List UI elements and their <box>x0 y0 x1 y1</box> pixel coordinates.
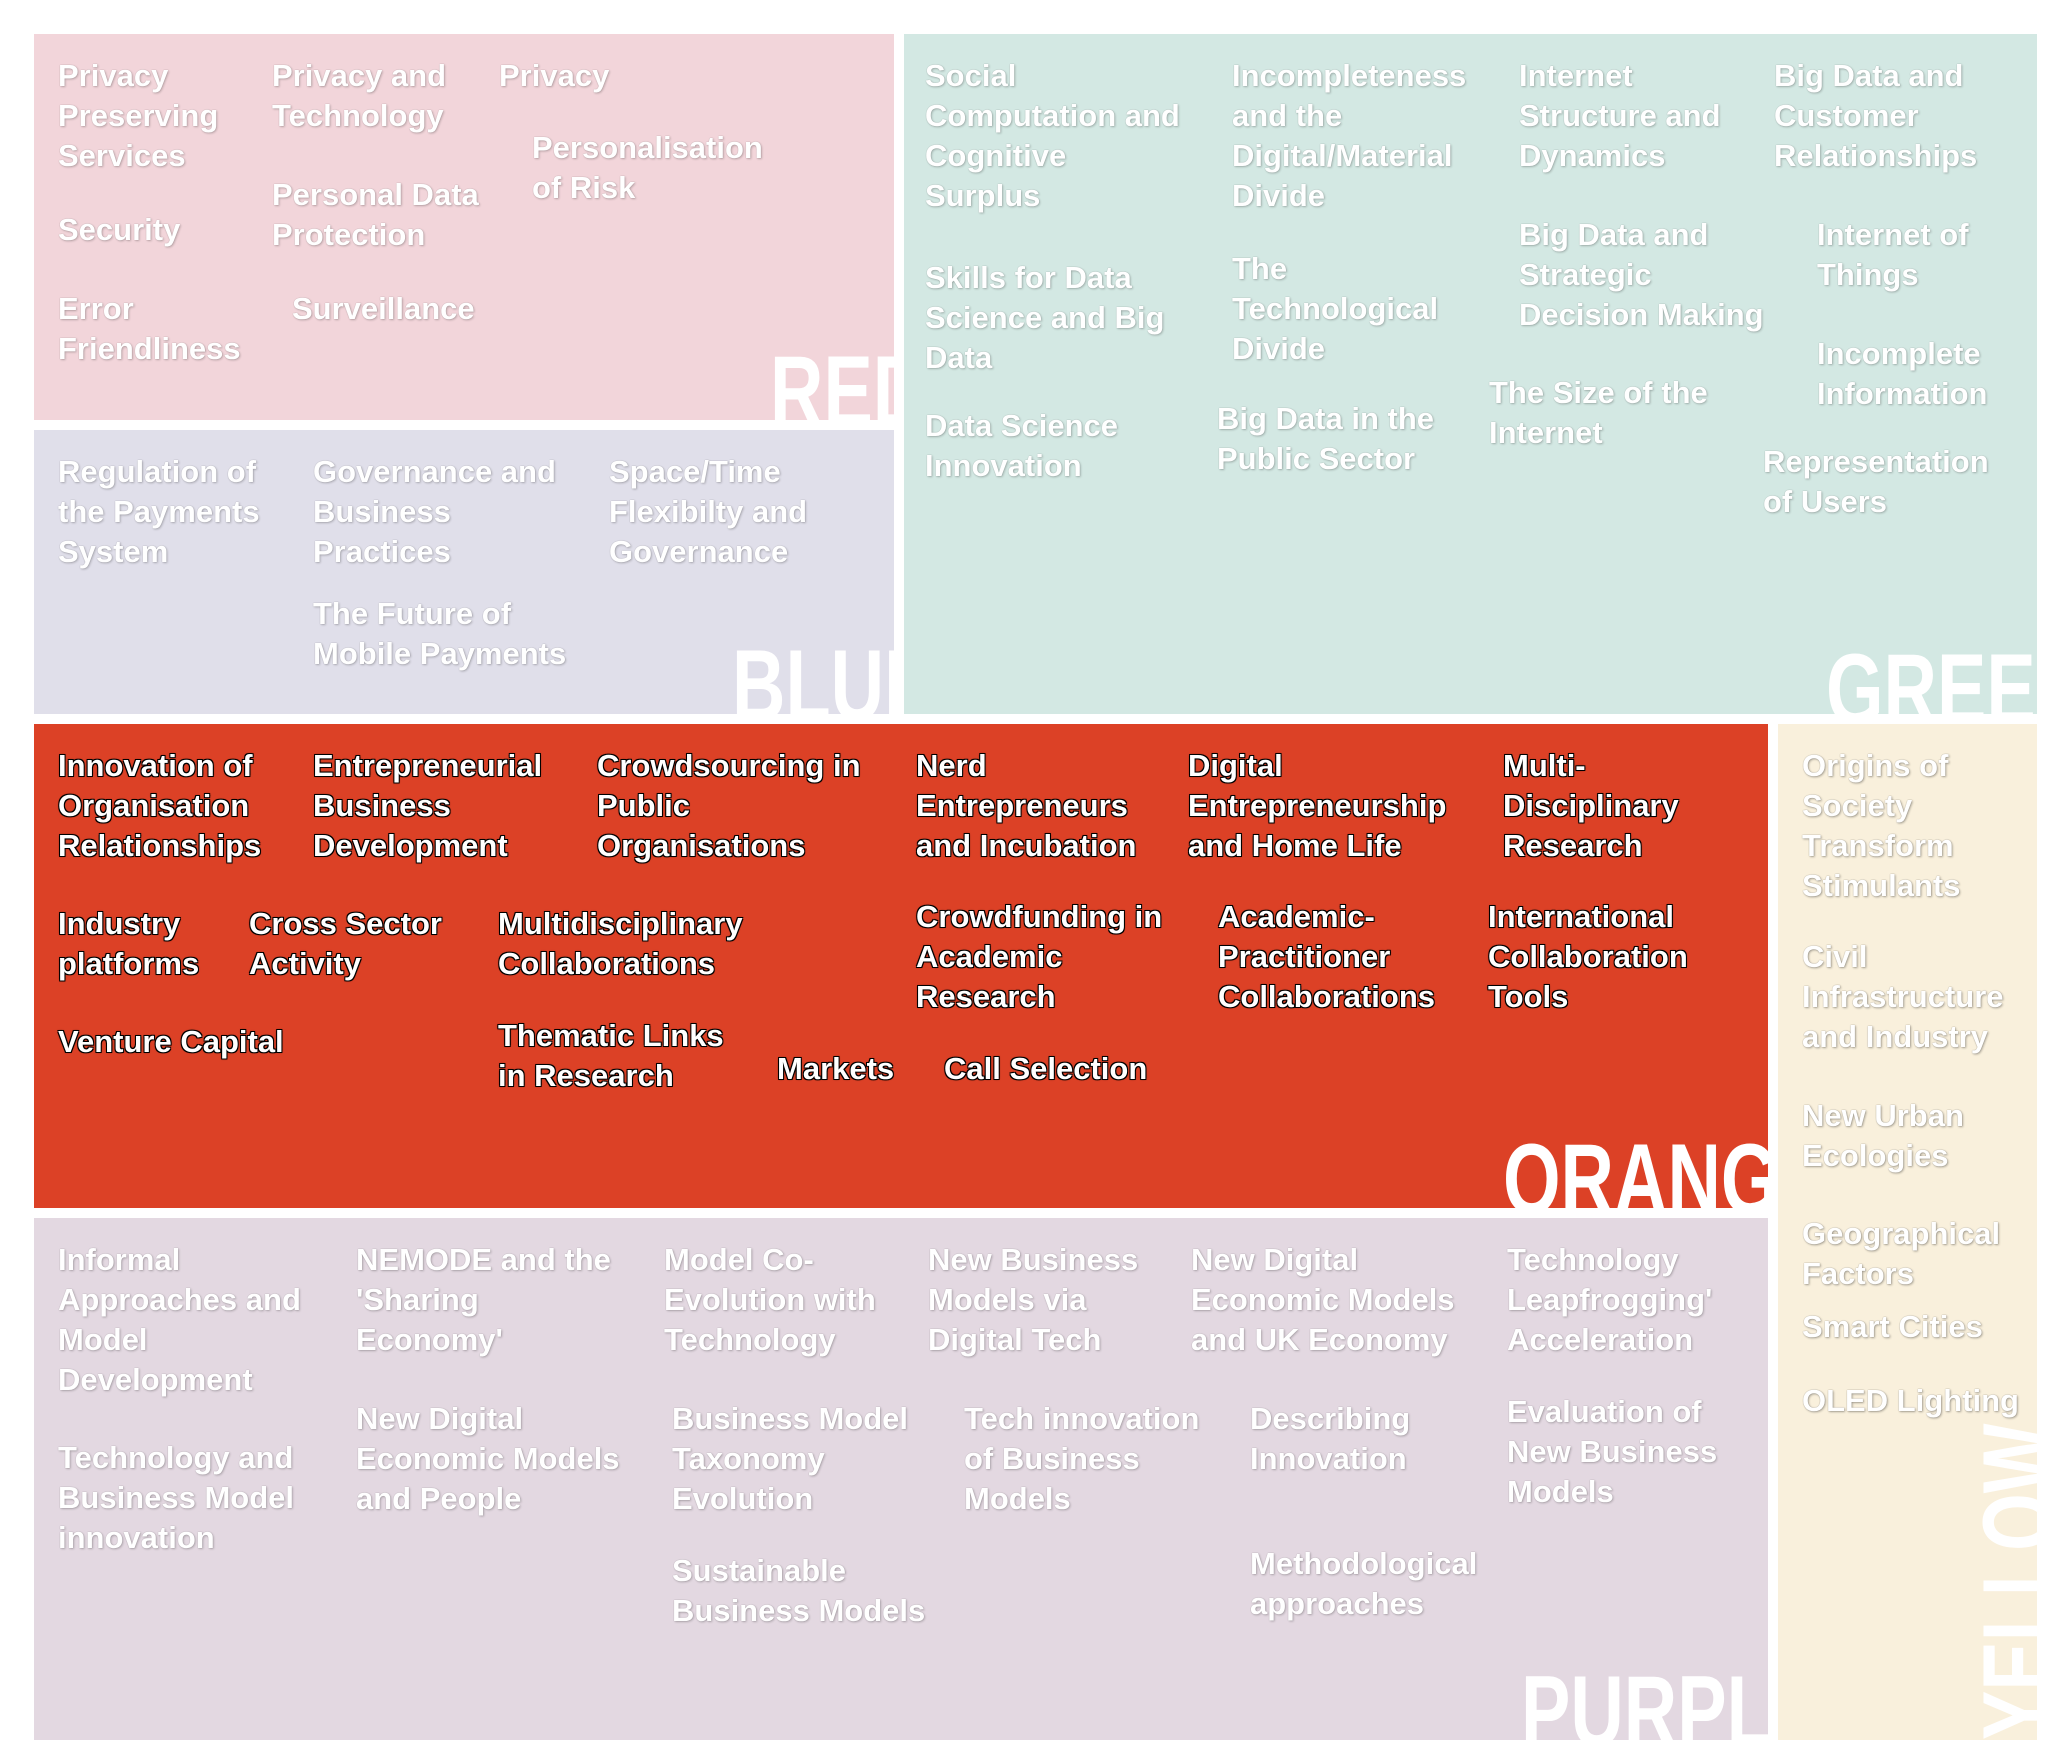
topic-evaluation-new-business-models: Evaluation of New Business Models <box>1507 1394 1718 1509</box>
topic-big-data-strategic: Big Data and Strategic Decision Making <box>1519 217 1764 332</box>
topic-size-of-internet: The Size of the Internet <box>1489 375 1708 450</box>
topic-security: Security <box>58 212 181 247</box>
topic-model-co-evolution: Model Co- Evolution with Technology <box>664 1242 876 1357</box>
topic-space-time-flexibility: Space/Time Flexibilty and Governance <box>609 454 808 569</box>
topic-geographical-factors: Geographical Factors <box>1802 1216 2001 1291</box>
topic-incomplete-information: Incomplete Information <box>1817 336 1988 411</box>
topic-origins-of-society: Origins of Society Transform Stimulants <box>1802 748 1961 903</box>
topic-civil-infrastructure: Civil Infrastructure and Industry <box>1802 939 2004 1054</box>
topic-privacy-preserving-services: Privacy Preserving Services <box>58 58 219 173</box>
topic-nerd-entrepreneurs: Nerd Entrepreneurs and Incubation <box>916 748 1137 863</box>
red-panel: Privacy Preserving Services Privacy and … <box>34 34 894 420</box>
topic-governance-business-practices: Governance and Business Practices <box>313 454 556 569</box>
topic-privacy-and-technology: Privacy and Technology <box>272 58 447 133</box>
topic-new-digital-economic-people: New Digital Economic Models and People <box>356 1401 620 1516</box>
yellow-label: YELLOW <box>1962 1423 2037 1740</box>
topic-internet-of-things: Internet of Things <box>1817 217 1969 292</box>
topic-internet-structure: Internet Structure and Dynamics <box>1519 58 1721 173</box>
topic-technology-leapfrogging: Technology Leapfrogging' Acceleration <box>1507 1242 1713 1357</box>
orange-label: ORANGE <box>1503 1123 1768 1208</box>
topic-representation-of-users: Representation of Users <box>1763 444 1989 519</box>
topic-multi-disciplinary-research: Multi- Disciplinary Research <box>1503 748 1679 863</box>
topic-international-collaboration: International Collaboration Tools <box>1488 899 1688 1014</box>
topic-big-data-public-sector: Big Data in the Public Sector <box>1217 401 1435 476</box>
topic-cross-sector-activity: Cross Sector Activity <box>249 906 442 981</box>
topic-technological-divide: The Technological Divide <box>1232 251 1439 366</box>
orange-panel: Innovation of Organisation Relationships… <box>34 724 1768 1208</box>
topic-regulation-payments: Regulation of the Payments System <box>58 454 260 569</box>
topic-informal-approaches: Informal Approaches and Model Developmen… <box>58 1242 301 1397</box>
topic-business-model-taxonomy: Business Model Taxonomy Evolution <box>672 1401 908 1516</box>
topic-skills-data-science: Skills for Data Science and Big Data <box>925 260 1165 375</box>
topic-multidisciplinary-collaborations: Multidisciplinary Collaborations <box>498 906 743 981</box>
topic-describing-innovation: Describing Innovation <box>1250 1401 1411 1476</box>
topic-personalisation-of-risk: Personalisation of Risk <box>532 130 763 205</box>
topic-venture-capital: Venture Capital <box>58 1024 284 1059</box>
topic-crowdsourcing-public: Crowdsourcing in Public Organisations <box>597 748 861 863</box>
topic-new-urban-ecologies: New Urban Ecologies <box>1802 1098 1964 1173</box>
topic-nemode-sharing-economy: NEMODE and the 'Sharing Economy' <box>356 1242 611 1357</box>
topic-personal-data-protection: Personal Data Protection <box>272 177 479 252</box>
topic-industry-platforms: Industry platforms <box>58 906 200 981</box>
purple-label: PURPLE <box>1521 1655 1768 1740</box>
topic-privacy: Privacy <box>499 58 610 93</box>
red-label: RED <box>770 335 894 420</box>
topic-oled-lighting: OLED Lighting <box>1802 1383 2019 1418</box>
topic-thematic-links: Thematic Links in Research <box>498 1018 724 1093</box>
topic-sustainable-business-models: Sustainable Business Models <box>672 1553 926 1628</box>
purple-panel: Informal Approaches and Model Developmen… <box>34 1218 1768 1740</box>
topic-error-friendliness: Error Friendliness <box>58 291 241 366</box>
topic-technology-business-model-innovation: Technology and Business Model innovation <box>58 1440 294 1555</box>
topic-new-digital-economic-uk: New Digital Economic Models and UK Econo… <box>1191 1242 1455 1357</box>
topic-tech-innovation-business-models: Tech innovation of Business Models <box>964 1401 1200 1516</box>
topic-call-selection: Call Selection <box>944 1051 1148 1086</box>
topic-methodological-approaches: Methodological approaches <box>1250 1546 1478 1621</box>
topic-crowdfunding-academic: Crowdfunding in Academic Research <box>916 899 1163 1014</box>
topic-academic-practitioner: Academic- Practitioner Collaborations <box>1218 899 1436 1014</box>
topic-markets: Markets <box>777 1051 895 1086</box>
blue-panel: Regulation of the Payments System Govern… <box>34 430 894 714</box>
topic-entrepreneurial-business: Entrepreneurial Business Development <box>313 748 543 863</box>
green-label: GREEN <box>1826 633 2037 714</box>
topic-future-mobile-payments: The Future of Mobile Payments <box>313 596 567 671</box>
topic-surveillance: Surveillance <box>292 291 475 326</box>
topic-smart-cities: Smart Cities <box>1802 1309 1983 1344</box>
blue-label: BLUE <box>732 629 894 714</box>
topic-digital-entrepreneurship: Digital Entrepreneurship and Home Life <box>1188 748 1447 863</box>
topic-data-science-innovation: Data Science Innovation <box>925 408 1118 483</box>
green-panel: Social Computation and Cognitive Surplus… <box>904 34 2037 714</box>
topic-big-data-customer: Big Data and Customer Relationships <box>1774 58 1978 173</box>
topic-new-business-models-digital: New Business Models via Digital Tech <box>928 1242 1139 1357</box>
topic-incompleteness-divide: Incompleteness and the Digital/Material … <box>1232 58 1467 213</box>
topic-innovation-organisation: Innovation of Organisation Relationships <box>58 748 262 863</box>
yellow-panel: Origins of Society Transform Stimulants … <box>1778 724 2037 1740</box>
topic-social-computation: Social Computation and Cognitive Surplus <box>925 58 1180 213</box>
